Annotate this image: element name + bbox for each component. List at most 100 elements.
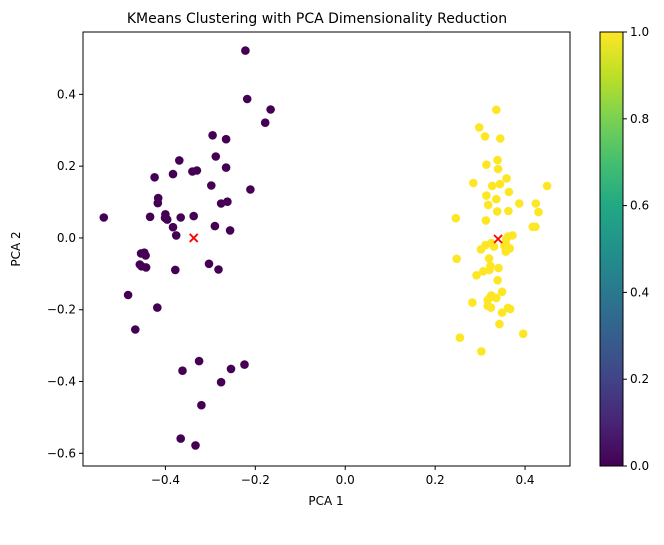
chart-title: KMeans Clustering with PCA Dimensionalit…	[127, 11, 507, 27]
cluster-0-point	[137, 262, 146, 271]
cluster-0-point	[168, 169, 178, 179]
cluster-1-point	[492, 293, 501, 303]
cluster-0-point	[176, 213, 185, 222]
x-tick-label: −0.4	[151, 473, 180, 487]
cluster-0-point	[216, 377, 226, 387]
cluster-0-point	[241, 46, 250, 55]
cluster-1-point	[486, 303, 496, 312]
cluster-0-point	[204, 259, 214, 269]
colorbar-tick-label: 0.8	[630, 112, 649, 126]
x-axis: −0.4 −0.2 0.0 0.2 0.4	[151, 466, 535, 487]
cluster-1-point	[476, 245, 486, 254]
cluster-0-point	[150, 173, 159, 182]
cluster-1-point	[497, 287, 507, 297]
cluster-0-point	[153, 198, 163, 208]
cluster-0-point	[131, 325, 140, 334]
cluster-0-point	[123, 290, 133, 300]
cluster-0-point	[226, 364, 236, 374]
cluster-1-point	[494, 263, 503, 273]
cluster-1-point	[484, 254, 494, 263]
cluster-1-point	[489, 242, 499, 251]
colorbar-axis: 0.0 0.2 0.4 0.6 0.8 1.0	[623, 25, 649, 473]
x-tick-label: 0.2	[426, 473, 445, 487]
cluster-0-point	[189, 211, 198, 221]
cluster-0-point	[214, 265, 223, 274]
cluster-1-point	[472, 271, 481, 280]
cluster-0-point	[178, 366, 187, 376]
plot-area	[99, 46, 552, 450]
colorbar-tick-label: 0.4	[630, 285, 649, 299]
cluster-1-point	[492, 105, 501, 115]
cluster-0-point	[188, 167, 197, 176]
cluster-1-point	[485, 265, 494, 275]
cluster-0-point	[141, 251, 150, 260]
cluster-1-point	[495, 319, 504, 329]
cluster-1-point	[492, 194, 501, 204]
cluster-1-point	[504, 206, 513, 216]
colorbar-tick-label: 0.2	[630, 372, 649, 386]
cluster-0-point	[171, 231, 181, 240]
cluster-0-point	[221, 163, 231, 172]
cluster-1-point	[505, 304, 515, 314]
cluster-1-point	[504, 187, 514, 197]
cluster-1-point	[482, 160, 491, 169]
cluster-1-point	[451, 213, 461, 223]
cluster-1-point	[487, 181, 497, 191]
colorbar-tick-label: 1.0	[630, 25, 649, 39]
cluster-1-point	[496, 134, 505, 143]
y-tick-label: −0.4	[47, 375, 76, 389]
cluster-0-point	[246, 185, 255, 194]
cluster-0-point	[221, 134, 231, 144]
cluster-0-point	[191, 441, 200, 450]
y-axis: −0.6 −0.4 −0.2 0.0 0.2 0.4	[47, 87, 83, 460]
cluster-1-point	[492, 207, 502, 216]
y-tick-label: −0.6	[47, 446, 76, 460]
y-axis-label: PCA 2	[9, 231, 23, 266]
cluster-1-point	[482, 191, 491, 200]
cluster-0-point	[153, 303, 162, 312]
cluster-1-point	[468, 298, 477, 307]
cluster-0-point	[194, 356, 204, 366]
cluster-1-point	[518, 329, 528, 339]
cluster-1-point	[534, 207, 543, 217]
y-tick-label: 0.2	[57, 159, 76, 173]
cluster-1-point	[501, 247, 511, 256]
cluster-0-point	[216, 199, 226, 208]
cluster-0-point	[176, 434, 185, 443]
cluster-0-point	[162, 215, 172, 224]
cluster-1-point	[493, 276, 502, 285]
y-tick-label: −0.2	[47, 303, 76, 317]
cluster-0-point	[210, 221, 220, 231]
cluster-0-point	[240, 360, 249, 369]
cluster-0-point	[266, 105, 275, 114]
plot-frame	[82, 31, 571, 467]
cluster-1-point	[452, 254, 462, 264]
cluster-0-point	[168, 222, 178, 232]
cluster-0-point	[99, 213, 109, 222]
cluster-0-point	[225, 226, 235, 235]
centroid-marker	[493, 234, 503, 244]
y-tick-label: 0.4	[57, 87, 76, 101]
cluster-1-point	[481, 216, 491, 225]
colorbar	[599, 31, 624, 467]
cluster-0-point	[171, 265, 180, 275]
cluster-1-point	[483, 200, 493, 210]
cluster-1-point	[474, 123, 484, 132]
cluster-1-point	[514, 199, 524, 208]
cluster-1-point	[531, 222, 540, 232]
cluster-1-point	[469, 178, 478, 188]
cluster-0-point	[260, 118, 270, 127]
x-axis-label: PCA 1	[308, 494, 343, 508]
cluster-1-point	[455, 333, 465, 343]
cluster-0-point	[242, 94, 252, 104]
centroid-marker	[189, 233, 199, 243]
colorbar-tick-label: 0.6	[630, 199, 649, 213]
cluster-1-point	[531, 199, 541, 208]
cluster-0-point	[197, 400, 206, 410]
cluster-0-point	[145, 212, 155, 222]
cluster-0-point	[211, 152, 221, 161]
cluster-1-point	[493, 164, 503, 174]
cluster-1-point	[497, 308, 507, 317]
cluster-0-point	[207, 181, 216, 190]
